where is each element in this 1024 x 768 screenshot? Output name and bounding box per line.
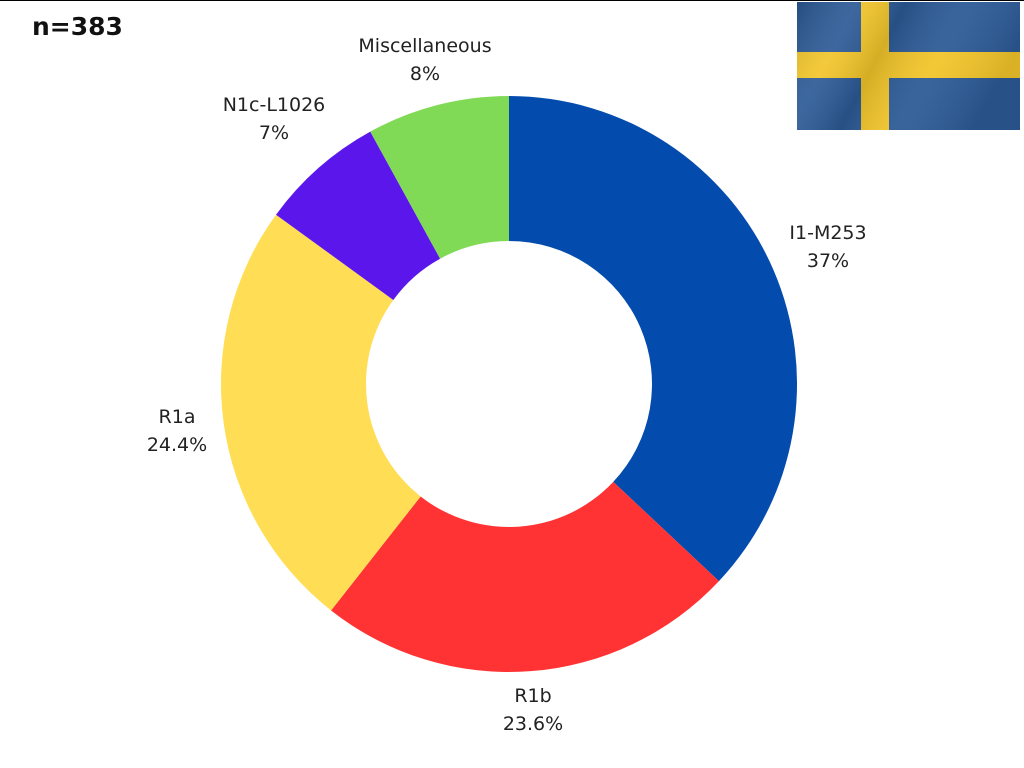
slice-category-label: R1b xyxy=(514,685,551,707)
sample-size-label: n=383 xyxy=(32,12,123,41)
slice-value-label: 24.4% xyxy=(147,434,207,456)
sweden-flag-image xyxy=(797,2,1020,130)
slice-category-label: R1a xyxy=(159,406,196,428)
donut-slice-r1b xyxy=(331,481,719,672)
slice-value-label: 23.6% xyxy=(503,713,563,735)
slice-category-label: I1-M253 xyxy=(789,222,866,244)
donut-slice-miscellaneous xyxy=(370,96,509,259)
donut-slice-n1c-l1026 xyxy=(276,131,441,300)
slice-value-label: 8% xyxy=(410,63,440,85)
slice-value-label: 37% xyxy=(807,250,849,272)
slice-value-label: 7% xyxy=(259,122,289,144)
top-border xyxy=(0,0,1024,1)
donut-slice-r1a xyxy=(220,214,421,611)
donut-slice-i1-m253 xyxy=(509,96,797,582)
slice-category-label: N1c-L1026 xyxy=(223,94,326,116)
slice-category-label: Miscellaneous xyxy=(358,35,491,57)
